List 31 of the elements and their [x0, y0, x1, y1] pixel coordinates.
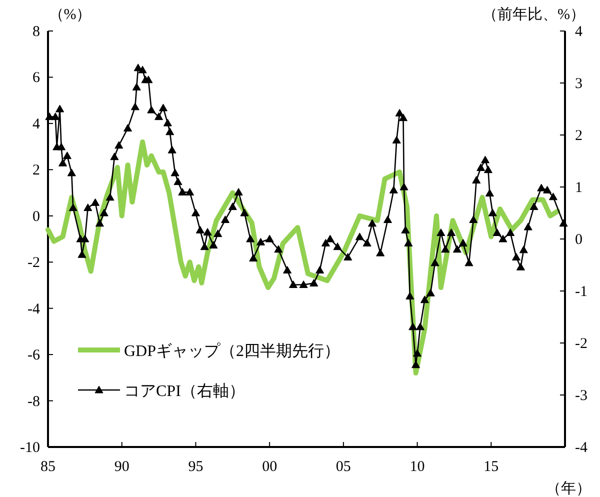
- y-tick-label: -8: [28, 394, 40, 410]
- y-tick-label: 8: [32, 24, 40, 40]
- legend-label: コアCPI（右軸）: [124, 382, 245, 400]
- y2-tick-label: 3: [575, 76, 582, 92]
- x-tick-label: 10: [410, 459, 425, 475]
- y2-tick-label: 1: [575, 180, 582, 196]
- y-axis-title: （%）: [48, 7, 92, 23]
- x-tick-label: 90: [114, 459, 130, 475]
- x-tick-label: 95: [188, 459, 204, 475]
- y-tick-label: -4: [28, 301, 40, 318]
- legend-label: GDPギャップ（2四半期先行）: [124, 342, 340, 360]
- y2-tick-label: -2: [575, 336, 588, 352]
- y-tick-label: 2: [32, 162, 40, 179]
- y2-tick-label: -4: [575, 440, 588, 456]
- y-tick-label: 4: [32, 116, 40, 132]
- y-tick-label: 6: [32, 70, 40, 86]
- x-tick-label: 05: [336, 459, 351, 475]
- y-tick-label: -2: [28, 255, 40, 272]
- x-tick-label: 15: [484, 459, 499, 475]
- x-axis-title: （年）: [546, 480, 591, 497]
- x-tick-label: 00: [262, 459, 278, 475]
- y-tick-label: -6: [28, 348, 40, 364]
- y2-tick-label: -1: [575, 284, 588, 300]
- y-tick-label: 0: [32, 208, 40, 225]
- y2-axis-title: （前年比、%）: [482, 6, 585, 23]
- y-tick-label: -10: [20, 440, 40, 456]
- y2-tick-label: 0: [575, 232, 582, 248]
- y2-tick-label: 4: [575, 24, 583, 40]
- y2-tick-label: 2: [575, 128, 582, 144]
- x-tick-label: 85: [40, 459, 56, 475]
- y2-tick-label: -3: [575, 388, 588, 404]
